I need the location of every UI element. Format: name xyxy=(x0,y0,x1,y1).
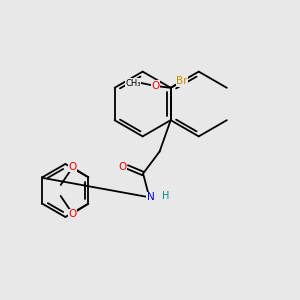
Text: N: N xyxy=(147,193,154,202)
Text: O: O xyxy=(151,81,159,91)
Text: H: H xyxy=(162,190,169,201)
Text: O: O xyxy=(69,209,77,219)
Text: O: O xyxy=(119,162,127,172)
Text: CH₃: CH₃ xyxy=(125,79,140,88)
Text: O: O xyxy=(69,162,77,172)
Text: Br: Br xyxy=(176,76,188,86)
